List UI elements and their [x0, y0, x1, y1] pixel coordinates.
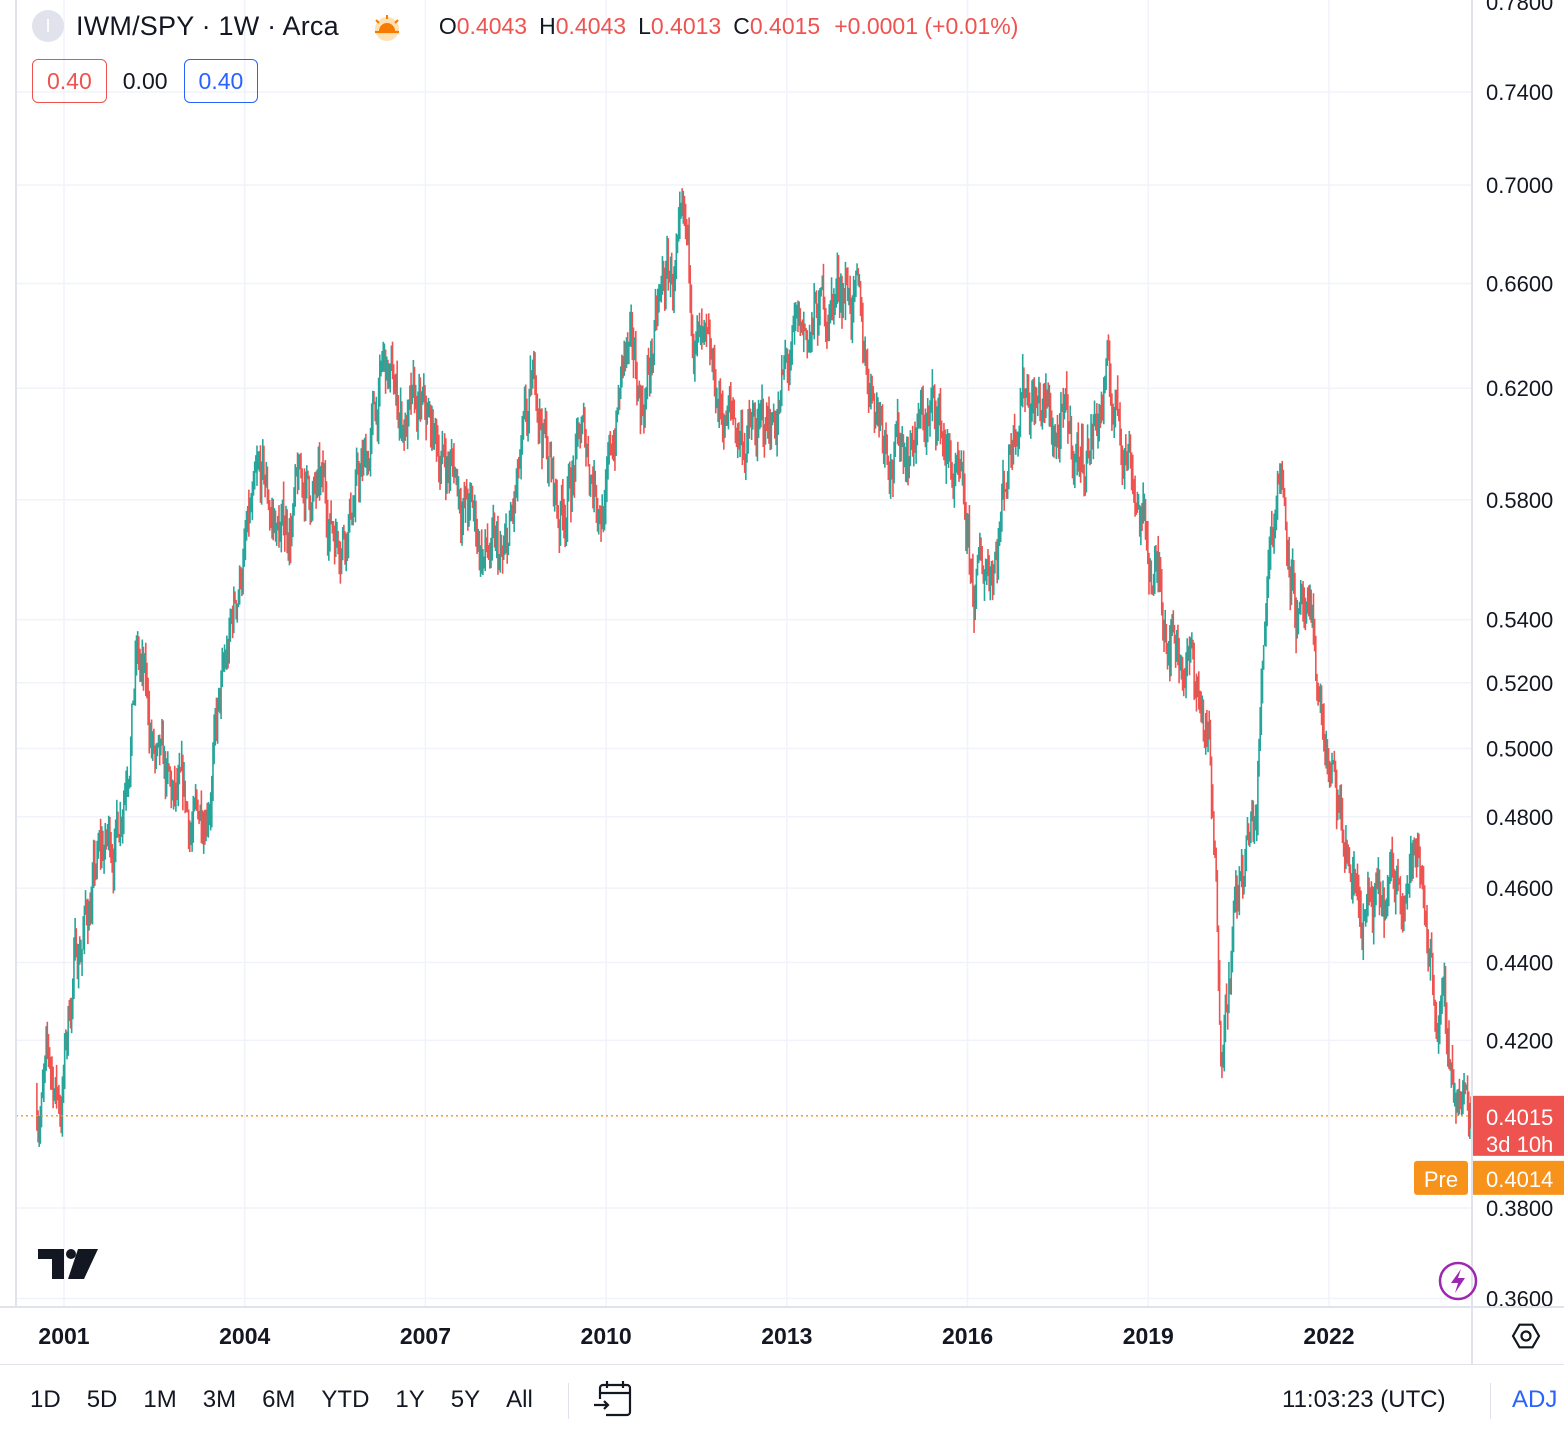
- x-tick-label: 2010: [581, 1323, 632, 1349]
- current-price-tag: [1472, 1095, 1564, 1156]
- symbol-logo: I: [32, 10, 64, 42]
- y-tick-label: 0.4200: [1486, 1028, 1553, 1053]
- x-tick-label: 2016: [942, 1323, 993, 1349]
- close-label: C: [733, 12, 750, 39]
- current-price-label: 0.4015: [1486, 1105, 1553, 1130]
- range-5y[interactable]: 5Y: [450, 1386, 481, 1413]
- range-selector: 1D 5D 1M 3M 6M YTD 1Y 5Y All: [30, 1365, 559, 1435]
- change-value: +0.0001 (+0.01%): [834, 12, 1019, 39]
- x-tick-label: 2001: [38, 1323, 89, 1349]
- tradingview-logo[interactable]: [38, 1249, 98, 1279]
- y-tick-label: 0.5400: [1486, 608, 1553, 633]
- high-label: H: [539, 12, 556, 39]
- spread-value: 0.00: [122, 67, 168, 94]
- y-tick-label: 0.5800: [1486, 488, 1553, 513]
- y-tick-label: 0.5200: [1486, 671, 1553, 696]
- low-label: L: [638, 12, 651, 39]
- sell-button[interactable]: 0.40: [32, 59, 107, 103]
- symbol-title[interactable]: IWM/SPY · 1W · Arca: [76, 10, 339, 41]
- y-tick-label: 0.5000: [1486, 736, 1553, 761]
- open-label: O: [438, 12, 457, 39]
- divider: [568, 1383, 569, 1419]
- high-value: 0.4043: [555, 12, 627, 39]
- y-tick-label: 0.7800: [1486, 0, 1553, 15]
- y-tick-label: 0.4600: [1486, 876, 1553, 901]
- y-tick-label: 0.6600: [1486, 272, 1553, 297]
- range-1m[interactable]: 1M: [143, 1386, 177, 1413]
- pre-market-tag: [1414, 1160, 1468, 1195]
- range-1y[interactable]: 1Y: [395, 1386, 425, 1413]
- pre-price-label: 0.4014: [1486, 1167, 1553, 1192]
- gridlines: [16, 0, 1472, 1307]
- x-tick-label: 2019: [1123, 1323, 1174, 1349]
- y-tick-label: 0.4800: [1486, 805, 1553, 830]
- y-tick-label: 0.7400: [1486, 80, 1553, 105]
- open-value: 0.4043: [456, 12, 528, 39]
- divider: [1490, 1383, 1491, 1419]
- pre-price-tag: [1472, 1160, 1564, 1195]
- buy-button[interactable]: 0.40: [183, 59, 259, 103]
- x-tick-label: 2007: [400, 1323, 451, 1349]
- y-tick-label: 0.3800: [1486, 1196, 1553, 1221]
- y-tick-label: 0.6200: [1486, 376, 1553, 401]
- lightning-icon[interactable]: [1438, 1261, 1478, 1301]
- bottom-toolbar: 1D 5D 1M 3M 6M YTD 1Y 5Y All 11:03:23 (UTC) ADJ: [0, 1364, 1564, 1435]
- sunrise-icon[interactable]: [367, 9, 407, 43]
- range-all[interactable]: All: [506, 1386, 533, 1413]
- x-tick-label: 2004: [219, 1323, 270, 1349]
- countdown-label: 3d 10h: [1486, 1132, 1553, 1157]
- axis-settings-icon[interactable]: [1511, 1323, 1541, 1349]
- adj-toggle[interactable]: ADJ: [1512, 1386, 1558, 1413]
- quote-buttons: 0.40 0.00 0.40: [32, 59, 259, 103]
- range-5d[interactable]: 5D: [86, 1386, 118, 1413]
- range-6m[interactable]: 6M: [262, 1386, 296, 1413]
- goto-date-icon[interactable]: [592, 1379, 634, 1419]
- x-tick-label: 2022: [1303, 1323, 1354, 1349]
- range-1d[interactable]: 1D: [30, 1386, 61, 1413]
- pre-market-label: Pre: [1424, 1167, 1458, 1192]
- close-value: 0.4015: [749, 12, 821, 39]
- y-tick-label: 0.7000: [1486, 173, 1553, 198]
- ohlc-values: O 0.4043 H 0.4043 L 0.4013 C 0.4015 +0.0001 …: [431, 13, 1019, 40]
- x-tick-label: 2013: [761, 1323, 812, 1349]
- range-3m[interactable]: 3M: [202, 1386, 237, 1413]
- clock[interactable]: 11:03:23 (UTC): [1282, 1386, 1446, 1413]
- candles: [36, 188, 1472, 1147]
- low-value: 0.4013: [650, 12, 722, 39]
- axes: 0.36000.38000.42000.44000.46000.48000.50…: [0, 0, 1564, 1364]
- y-tick-label: 0.4400: [1486, 951, 1553, 976]
- range-ytd[interactable]: YTD: [321, 1386, 370, 1413]
